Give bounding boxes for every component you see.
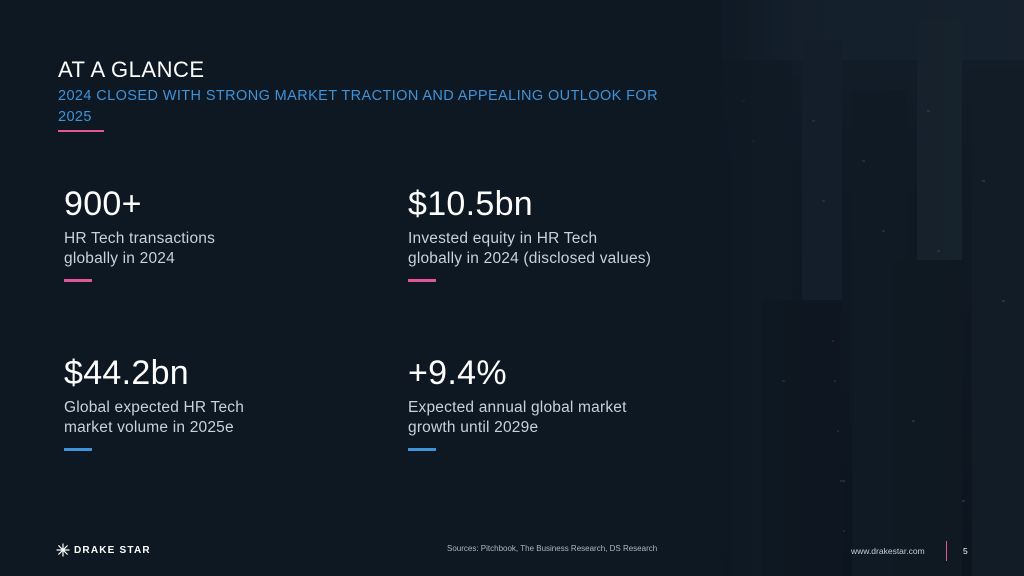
stat-market-volume: $44.2bn Global expected HR Tech market v…	[64, 354, 384, 451]
stat-accent-bar	[408, 279, 436, 282]
sources-note: Sources: Pitchbook, The Business Researc…	[447, 544, 658, 553]
stat-description: Expected annual global market growth unt…	[408, 399, 627, 436]
stat-value: +9.4%	[408, 354, 507, 392]
drake-star-logo: DRAKE STAR	[56, 543, 151, 557]
title-accent-line	[58, 130, 104, 132]
stat-value: $44.2bn	[64, 354, 190, 392]
background-shade-overlay	[722, 0, 1024, 576]
footer-divider	[946, 541, 947, 561]
slide-subtitle: 2024 CLOSED WITH STRONG MARKET TRACTION …	[58, 88, 658, 125]
website-link[interactable]: www.drakestar.com	[851, 546, 925, 556]
stat-value: 900+	[64, 185, 142, 223]
page-number: 5	[963, 546, 968, 556]
stat-accent-bar	[64, 279, 92, 282]
stat-market-growth: +9.4% Expected annual global market grow…	[408, 354, 728, 451]
stat-description: Global expected HR Tech market volume in…	[64, 399, 245, 436]
stat-accent-bar	[64, 448, 92, 451]
logo-text: DRAKE STAR	[74, 544, 151, 556]
stat-accent-bar	[408, 448, 436, 451]
stat-description: Invested equity in HR Tech globally in 2…	[408, 230, 652, 267]
slide-title: AT A GLANCE	[58, 57, 205, 82]
star-burst-icon	[56, 543, 70, 557]
stat-value: $10.5bn	[408, 185, 534, 223]
stat-description: HR Tech transactions globally in 2024	[64, 230, 216, 267]
stat-invested-equity: $10.5bn Invested equity in HR Tech globa…	[408, 185, 728, 282]
stat-transactions: 900+ HR Tech transactions globally in 20…	[64, 185, 384, 282]
